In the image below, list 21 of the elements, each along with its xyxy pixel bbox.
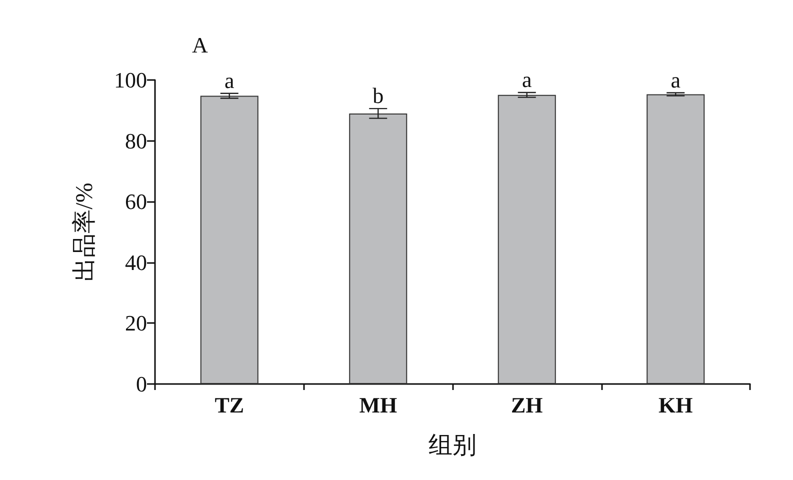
text: A	[192, 32, 208, 58]
annotation: b	[372, 83, 384, 108]
bar	[200, 96, 258, 384]
bar	[498, 94, 556, 384]
y-tick-label: 80	[125, 128, 147, 154]
y-axis-title: 出品率/%	[71, 182, 98, 282]
y-tick-label: 60	[125, 189, 147, 214]
x-tick-label: ZH	[510, 392, 543, 418]
bar	[349, 113, 408, 384]
x-axis-title: 组别	[428, 433, 476, 459]
y-tick-label: 20	[125, 310, 147, 336]
y-tick-label: 40	[125, 250, 147, 275]
x-tick-label: KH	[658, 392, 693, 418]
x-tick-label: TZ	[214, 392, 244, 418]
y-tick-label: 100	[114, 68, 147, 92]
y-tick-label: 0	[136, 372, 147, 396]
x-tick-label: MH	[359, 392, 398, 418]
annotation: a	[670, 67, 681, 92]
annotation: a	[224, 68, 234, 93]
annotation: a	[522, 66, 532, 92]
bar	[646, 94, 705, 384]
